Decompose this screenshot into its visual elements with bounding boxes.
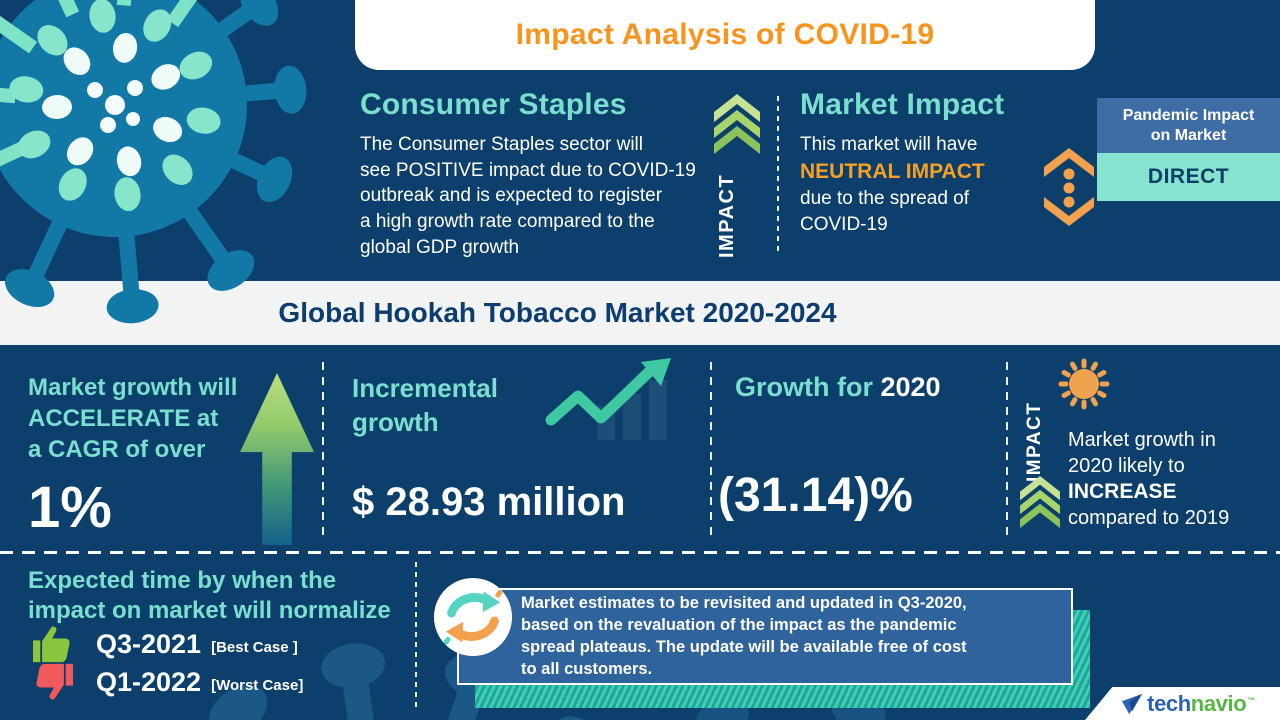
pandemic-impact-box: Pandemic Impact on Market [1097,98,1280,153]
best-case-row: Q3-2021 [Best Case ] [30,624,298,664]
refresh-icon [433,577,513,657]
cagr-value: 1% [28,474,112,540]
header-divider [777,96,779,256]
neutral-arrows-icon [1044,148,1094,226]
logo-trademark: ™ [1247,695,1255,705]
growth-arrow-icon [545,358,671,440]
direct-impact-box: DIRECT [1097,153,1280,201]
market-highlight: NEUTRAL IMPACT [800,159,985,183]
note-text: Market estimates to be revisited and upd… [521,594,967,678]
best-case-label: [Best Case ] [211,638,298,656]
bottom-divider [415,562,417,712]
outlook-line1: Market growth in 2020 likely to [1068,429,1216,477]
incremental-growth-block: Incremental growth [352,372,562,440]
growth-2020-heading: Growth for 2020 [735,372,941,403]
normalize-heading: Expected time by when the impact on mark… [28,567,391,624]
logo-plate: tech navio ™ [1085,687,1280,720]
banner-title: Impact Analysis of COVID-19 [515,18,935,51]
worst-case-label: [Worst Case] [211,676,304,694]
thumb-down-icon [36,663,73,700]
incremental-value: $ 28.93 million [352,480,626,524]
outlook-text: Market growth in 2020 likely to INCREASE… [1068,428,1280,532]
report-title: Global Hookah Tobacco Market 2020-2024 [278,297,837,328]
chevrons-up-icon [714,94,760,154]
impact-vertical-label-right: IMPACT [1024,401,1045,482]
worst-case-row: Q1-2022 [Worst Case] [30,662,303,702]
chevrons-up-icon-right [1020,476,1060,528]
title-band [0,281,1280,345]
note-box: Market estimates to be revisited and upd… [457,588,1073,685]
stats-divider-1 [322,362,324,542]
worst-case-quarter: Q1-2022 [96,666,202,697]
logo-wordmark: tech navio ™ [1143,691,1255,717]
growth-2020-value: (31.14)% [718,469,913,522]
virus-icon [1058,358,1110,410]
outlook-line2: compared to 2019 [1068,507,1230,530]
stats-divider-2 [710,362,712,542]
outlook-highlight: INCREASE [1068,480,1177,504]
impact-vertical-label: IMPACT [716,173,738,258]
sector-heading: Consumer Staples [360,88,627,121]
cagr-heading: Market growth will ACCELERATE at a CAGR … [28,374,238,464]
sector-body: The Consumer Staples sector will see POS… [360,134,696,258]
logo-tech: tech [1147,690,1191,716]
growth-2020-label: Growth for [735,372,881,402]
logo-navio: navio [1190,690,1247,716]
bottom-rule [0,551,1280,554]
market-line1: This market will have [800,134,978,155]
thumb-up-icon [33,626,70,663]
stats-divider-3 [1006,362,1008,542]
cagr-block: Market growth will ACCELERATE at a CAGR … [28,372,258,541]
technavio-arrow-icon [1122,693,1143,714]
market-impact-block: Market Impact This market will have NEUT… [800,88,1060,237]
market-impact-heading: Market Impact [800,88,1005,121]
market-impact-body: This market will have NEUTRAL IMPACT due… [800,132,1060,237]
top-banner: Impact Analysis of COVID-19 [355,0,1095,70]
growth-2020-year: 2020 [880,372,941,402]
market-line2: due to the spread of COVID-19 [800,187,970,235]
incremental-heading: Incremental growth [352,373,498,437]
sector-block: Consumer Staples The Consumer Staples se… [360,88,725,260]
best-case-quarter: Q3-2021 [96,628,202,659]
